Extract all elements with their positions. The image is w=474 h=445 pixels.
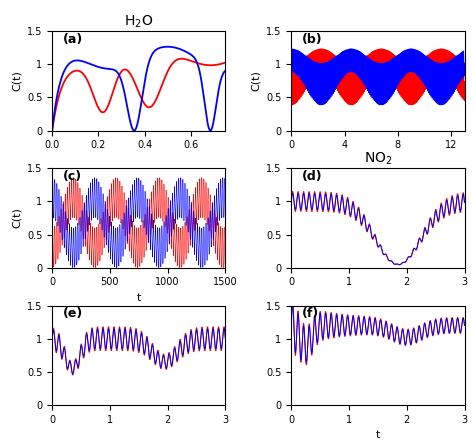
Title: H$_2$O: H$_2$O (124, 14, 154, 30)
Text: (b): (b) (301, 33, 322, 46)
Text: (f): (f) (301, 307, 319, 320)
Y-axis label: C(t): C(t) (251, 70, 261, 91)
X-axis label: t: t (137, 293, 141, 303)
Text: (d): (d) (301, 170, 322, 183)
Text: (c): (c) (63, 170, 82, 183)
Y-axis label: C(t): C(t) (11, 208, 21, 228)
Y-axis label: C(t): C(t) (11, 70, 21, 91)
X-axis label: t: t (376, 430, 380, 440)
Title: NO$_2$: NO$_2$ (364, 151, 392, 167)
Text: (a): (a) (63, 33, 83, 46)
Text: (e): (e) (63, 307, 83, 320)
